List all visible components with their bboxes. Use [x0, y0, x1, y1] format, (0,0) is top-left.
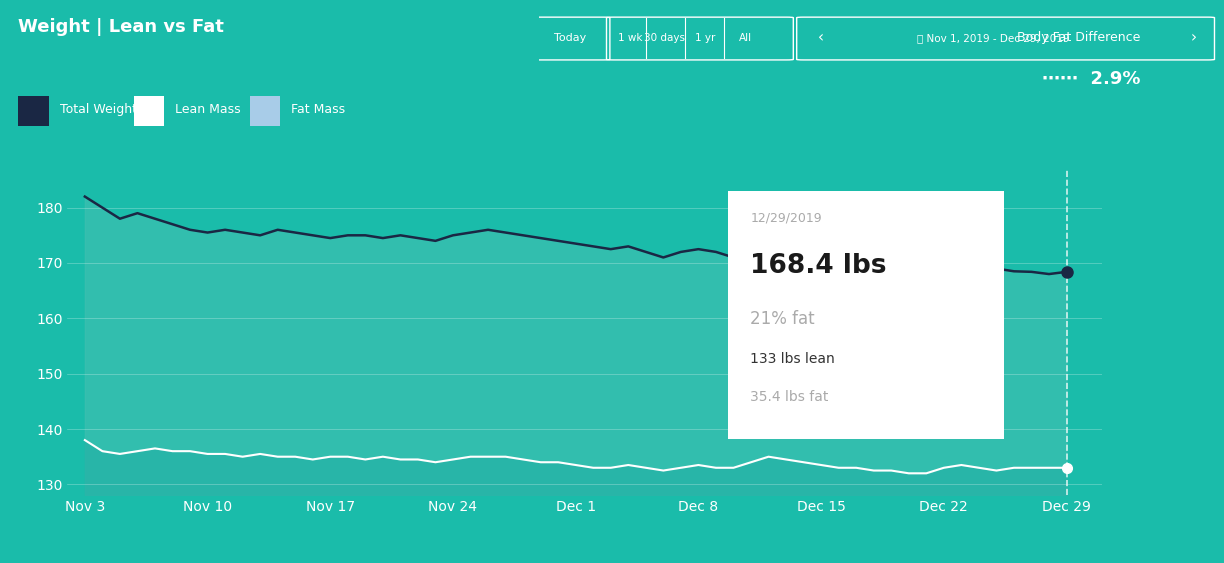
Text: Fat Mass: Fat Mass [291, 103, 345, 117]
FancyBboxPatch shape [135, 96, 164, 126]
Text: ‹: ‹ [818, 30, 824, 46]
Text: ›: › [1191, 30, 1197, 46]
Text: 133 lbs lean: 133 lbs lean [750, 352, 835, 367]
Text: 12/29/2019: 12/29/2019 [750, 211, 823, 224]
Text: All: All [739, 33, 753, 43]
Text: Today: Today [554, 33, 586, 43]
Text: ⋯⋯  2.9%: ⋯⋯ 2.9% [1043, 70, 1141, 88]
FancyBboxPatch shape [18, 96, 49, 126]
Text: 📅 Nov 1, 2019 - Dec 29, 2019: 📅 Nov 1, 2019 - Dec 29, 2019 [918, 33, 1070, 43]
Text: 1 yr: 1 yr [695, 33, 715, 43]
Text: Lean Mass: Lean Mass [175, 103, 241, 117]
Text: 168.4 lbs: 168.4 lbs [750, 253, 887, 279]
Text: Body Fat Difference: Body Fat Difference [1017, 31, 1141, 44]
Text: Weight | Lean vs Fat: Weight | Lean vs Fat [18, 18, 224, 36]
Text: Total Weight: Total Weight [60, 103, 137, 117]
Text: 35.4 lbs fat: 35.4 lbs fat [750, 390, 829, 404]
Text: 1 wk: 1 wk [618, 33, 643, 43]
FancyBboxPatch shape [250, 96, 280, 126]
Text: 30 days: 30 days [644, 33, 684, 43]
Text: 21% fat: 21% fat [750, 310, 815, 328]
